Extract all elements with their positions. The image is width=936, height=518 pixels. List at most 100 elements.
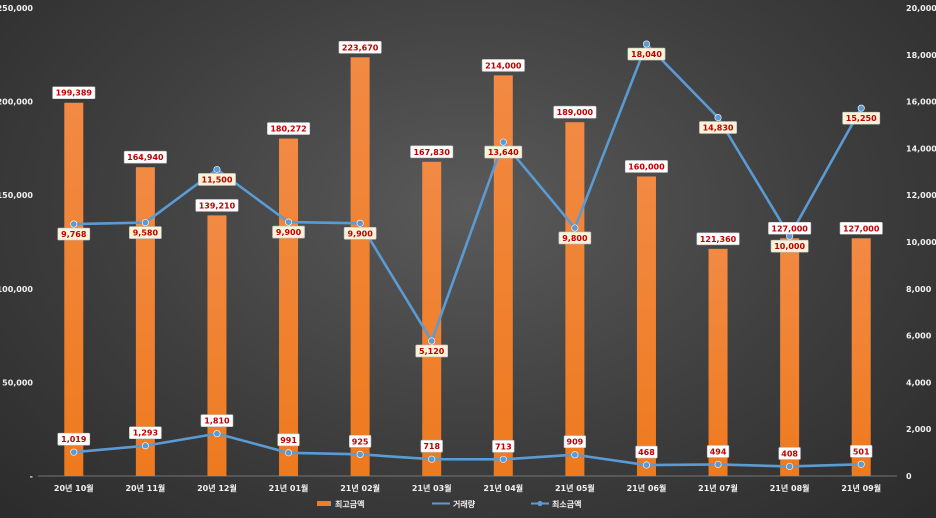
x-axis-tick: 21년 06월	[627, 483, 667, 493]
bar-data-label: 127,000	[843, 224, 880, 233]
bar	[493, 75, 513, 476]
volume-data-label-box	[198, 173, 236, 186]
volume-data-label-box	[272, 225, 305, 239]
left-axis-tick: 100,000	[0, 285, 33, 294]
min-price-data-label: 468	[638, 448, 655, 457]
point-volume	[857, 104, 865, 112]
bar-data-label: 214,000	[485, 61, 522, 70]
volume-data-label: 18,040	[631, 50, 662, 59]
volume-data-label-box	[415, 344, 449, 358]
min-price-data-label-box	[349, 435, 372, 448]
volume-data-label: 10,000	[774, 242, 805, 251]
x-axis-tick: 20년 11월	[125, 483, 165, 493]
point-min-price	[642, 461, 650, 469]
min-price-data-label-box	[129, 426, 162, 440]
x-axis-tick: 21년 04월	[483, 483, 523, 493]
bar-data-label-box	[768, 221, 812, 235]
point-volume	[571, 224, 579, 232]
right-axis-tick: 2,000	[906, 425, 932, 434]
point-min-price	[141, 442, 149, 450]
point-volume	[70, 220, 78, 228]
bar-data-label-box	[839, 221, 883, 235]
point-min-price	[285, 449, 293, 457]
point-min-price	[571, 451, 579, 459]
bar-data-label: 164,940	[127, 153, 164, 162]
legend-swatch-max-price	[317, 501, 331, 506]
point-min-price	[714, 460, 722, 468]
bar-data-label-box	[553, 105, 597, 119]
bar-data-label-box	[195, 199, 239, 212]
right-axis-ticks: 0 2,000 4,000 6,000 8,000 10,000 12,000 14,000 1…	[906, 4, 936, 481]
volume-data-label-box	[343, 226, 377, 240]
x-axis-tick: 21년 01월	[269, 483, 309, 493]
min-price-data-label: 1,810	[204, 417, 230, 426]
x-axis-tick: 21년 08월	[770, 483, 810, 493]
volume-data-label: 9,900	[347, 229, 373, 238]
volume-data-label: 9,580	[133, 229, 159, 238]
bar	[636, 176, 656, 477]
bar-series-max-price	[64, 57, 871, 477]
left-axis-tick: 150,000	[0, 191, 33, 200]
right-axis-tick: 12,000	[906, 191, 936, 200]
bar-data-label-box	[624, 160, 668, 173]
line-min-price	[73, 432, 862, 468]
right-axis-tick: 8,000	[906, 285, 932, 294]
point-min-price	[499, 455, 507, 463]
min-price-data-label: 991	[280, 436, 297, 445]
min-price-data-label-box	[563, 435, 586, 449]
bar	[64, 102, 84, 477]
line-volume	[73, 42, 863, 343]
bar	[780, 238, 800, 476]
min-price-data-label: 909	[567, 438, 584, 447]
volume-data-label-box	[558, 231, 592, 245]
min-price-data-label-box	[850, 444, 873, 458]
min-price-data-label-box	[635, 445, 658, 459]
bar	[350, 57, 370, 476]
volume-data-label: 9,900	[276, 228, 302, 237]
volume-data-label: 5,120	[419, 347, 445, 356]
x-axis-tick: 21년 03월	[412, 483, 452, 493]
volume-data-label: 9,800	[562, 234, 588, 243]
volume-data-label-box	[627, 47, 666, 61]
bar-data-label-box	[410, 145, 454, 159]
point-volume	[714, 114, 722, 122]
left-axis-tick: 50,000	[2, 378, 33, 387]
min-price-data-label: 925	[352, 437, 369, 446]
min-price-data-label: 713	[495, 442, 512, 451]
legend-label-max-price: 최고금액	[335, 499, 364, 509]
volume-data-label: 13,640	[488, 148, 519, 157]
x-axis-tick: 21년 07월	[698, 483, 738, 493]
bar	[565, 122, 585, 476]
x-axis-tick: 21년 05월	[555, 483, 595, 493]
legend-label-volume: 거래량	[453, 499, 476, 509]
volume-data-label: 9,768	[61, 230, 87, 239]
left-axis-ticks: - 50,000 100,000 150,000 200,000 250,000	[0, 4, 33, 481]
bar-data-label-box	[481, 59, 525, 72]
x-axis-tick: 20년 10월	[54, 483, 94, 493]
min-price-data-label-box	[778, 447, 801, 460]
volume-data-label-box	[842, 111, 881, 125]
left-axis-tick: 200,000	[0, 98, 33, 107]
volume-data-label-box	[484, 145, 523, 159]
min-price-data-label-box	[420, 439, 443, 453]
min-price-data-label-box	[706, 445, 730, 458]
x-axis-tick: 21년 02월	[340, 483, 380, 493]
bar-data-label: 199,389	[56, 89, 93, 98]
bar-data-label: 127,000	[771, 224, 808, 233]
right-axis-tick: 14,000	[906, 144, 936, 153]
x-axis-tick: 21년 09월	[841, 483, 881, 493]
right-axis-tick: 16,000	[906, 98, 936, 107]
bar-data-label-box	[123, 150, 167, 164]
left-axis-tick: 250,000	[0, 4, 33, 13]
min-price-data-label: 1,293	[133, 429, 158, 438]
bar-data-label-box	[267, 122, 311, 135]
min-price-data-label-box	[277, 433, 300, 447]
min-price-data-label: 718	[423, 442, 440, 451]
bar-data-label: 189,000	[557, 108, 594, 117]
min-price-data-label: 408	[781, 449, 798, 458]
right-axis-tick: 10,000	[906, 238, 936, 247]
point-volume	[499, 138, 507, 146]
volume-data-label-box	[129, 226, 162, 239]
legend-marker-min-price	[537, 500, 543, 507]
